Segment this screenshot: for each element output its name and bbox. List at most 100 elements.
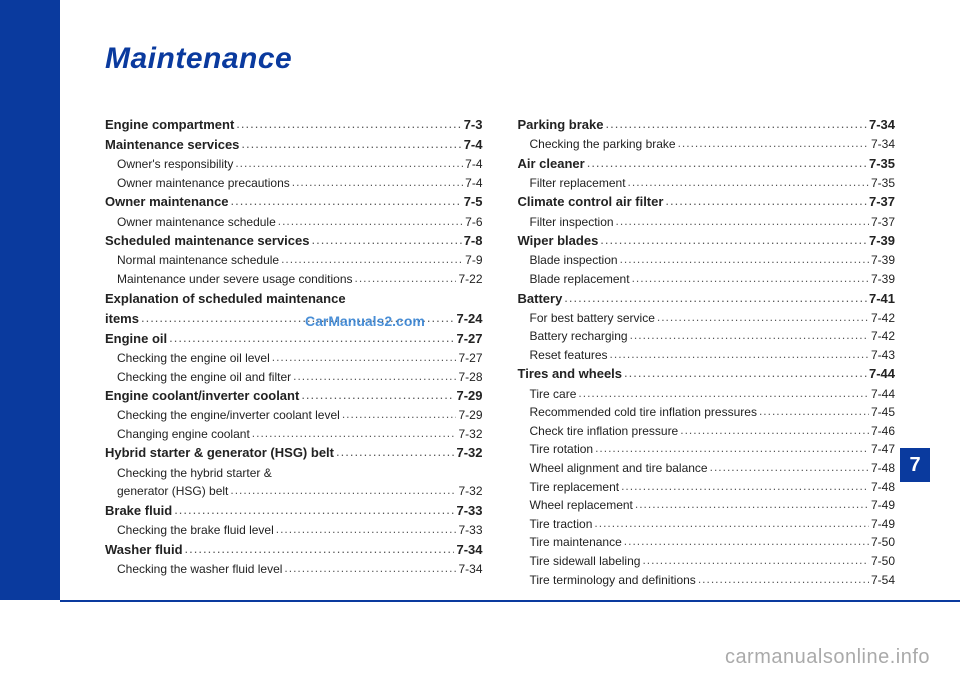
toc-subitem: Tire rotation 7-47 [518,440,896,459]
toc-label: Tire traction [530,515,593,534]
toc-page-ref: 7-33 [456,501,482,521]
toc-page-ref: 7-34 [869,115,895,135]
toc-dots [169,329,454,349]
toc-page-ref: 7-49 [871,515,895,534]
toc-label: Checking the parking brake [530,135,676,154]
toc-page-ref: 7-39 [871,270,895,289]
toc-subitem: Wheel replacement7-49 [518,496,896,515]
toc-subitem: Owner maintenance schedule7-6 [105,213,483,232]
toc-dots [564,289,867,309]
toc-label: Changing engine coolant [117,425,250,444]
toc-page-ref: 7-4 [465,174,482,193]
toc-left-column: Engine compartment7-3Maintenance service… [105,115,483,589]
toc-dots [628,174,869,193]
toc-page-ref: 7-22 [458,270,482,289]
toc-subitem: Tire maintenance7-50 [518,533,896,552]
toc-page-ref: 7-6 [465,213,482,232]
toc-label: Wheel replacement [530,496,633,515]
toc-page-ref: 7-47 [871,440,895,459]
toc-label: Normal maintenance schedule [117,251,279,270]
toc-label: items [105,309,139,329]
toc-label: Owner's responsibility [117,155,233,174]
toc-label: Scheduled maintenance services [105,231,309,251]
toc-dots [606,115,867,135]
toc-page-ref: 7-32 [456,443,482,463]
toc-subitem: Battery recharging7-42 [518,327,896,346]
toc-label: Wheel alignment and tire balance [530,459,708,478]
toc-subitem: Changing engine coolant 7-32 [105,425,483,444]
toc-section: Scheduled maintenance services7-8 [105,231,483,251]
toc-section: Tires and wheels7-44 [518,364,896,384]
toc-section: Engine oil 7-27 [105,329,483,349]
toc-dots [236,115,461,135]
toc-label: Maintenance services [105,135,239,155]
toc-dots [678,135,869,154]
toc-section: Parking brake 7-34 [518,115,896,135]
toc-subitem: Blade replacement7-39 [518,270,896,289]
toc-label: Engine oil [105,329,167,349]
toc-dots [665,192,867,212]
toc-section: Climate control air filter7-37 [518,192,896,212]
toc-section: Washer fluid7-34 [105,540,483,560]
toc-page-ref: 7-37 [871,213,895,232]
toc-label: generator (HSG) belt [117,482,228,501]
toc-label: Engine coolant/inverter coolant [105,386,299,406]
toc-label: Owner maintenance [105,192,229,212]
toc-label: Engine compartment [105,115,234,135]
toc-dots [621,478,869,497]
toc-page-ref: 7-48 [871,478,895,497]
toc-dots [281,251,463,270]
toc-section: Explanation of scheduled maintenance [105,289,483,309]
toc-page-ref: 7-41 [869,289,895,309]
toc-label: Parking brake [518,115,604,135]
toc-subitem: Tire traction 7-49 [518,515,896,534]
toc-section: Wiper blades7-39 [518,231,896,251]
toc-page-ref: 7-34 [871,135,895,154]
toc-page-ref: 7-54 [871,571,895,590]
toc-label: Hybrid starter & generator (HSG) belt [105,443,334,463]
toc-subitem: Reset features7-43 [518,346,896,365]
toc-label: Washer fluid [105,540,183,560]
toc-label: Tire rotation [530,440,594,459]
toc-page-ref: 7-33 [458,521,482,540]
toc-section: Hybrid starter & generator (HSG) belt 7-3… [105,443,483,463]
toc-dots [616,213,869,232]
toc-subitem: Normal maintenance schedule7-9 [105,251,483,270]
toc-section: items7-24 [105,309,483,329]
toc-page-ref: 7-39 [871,251,895,270]
toc-label: Tire terminology and definitions [530,571,696,590]
toc-page-ref: 7-39 [869,231,895,251]
toc-section: Owner maintenance7-5 [105,192,483,212]
toc-label: Checking the engine/inverter coolant lev… [117,406,340,425]
toc-dots [594,515,869,534]
toc-subitem: Checking the washer fluid level 7-34 [105,560,483,579]
toc-page-ref: 7-32 [458,482,482,501]
toc-page-ref: 7-29 [456,386,482,406]
toc-page-ref: 7-42 [871,327,895,346]
toc-label: Owner maintenance precautions [117,174,290,193]
toc-dots [759,403,869,422]
toc-page-ref: 7-42 [871,309,895,328]
toc-page-ref: 7-32 [458,425,482,444]
toc-label: Checking the washer fluid level [117,560,282,579]
left-blue-bar [0,0,60,600]
toc-section: Brake fluid7-33 [105,501,483,521]
toc-page-ref: 7-45 [871,403,895,422]
toc-subitem: Checking the engine/inverter coolant lev… [105,406,483,425]
toc-page-ref: 7-50 [871,552,895,571]
toc-label: Blade inspection [530,251,618,270]
toc-page-ref: 7-4 [464,135,483,155]
toc-page-ref: 7-44 [869,364,895,384]
toc-dots [630,327,869,346]
toc-label: For best battery service [530,309,655,328]
toc-subitem: Tire care7-44 [518,385,896,404]
toc-dots [185,540,455,560]
toc-page-ref: 7-27 [456,329,482,349]
toc-page-ref: 7-34 [458,560,482,579]
toc-label: Tire maintenance [530,533,622,552]
toc-label: Tire sidewall labeling [530,552,641,571]
toc-dots [710,459,869,478]
toc-subitem: Wheel alignment and tire balance7-48 [518,459,896,478]
toc-label: Check tire inflation pressure [530,422,679,441]
toc-content: Engine compartment7-3Maintenance service… [105,115,895,589]
